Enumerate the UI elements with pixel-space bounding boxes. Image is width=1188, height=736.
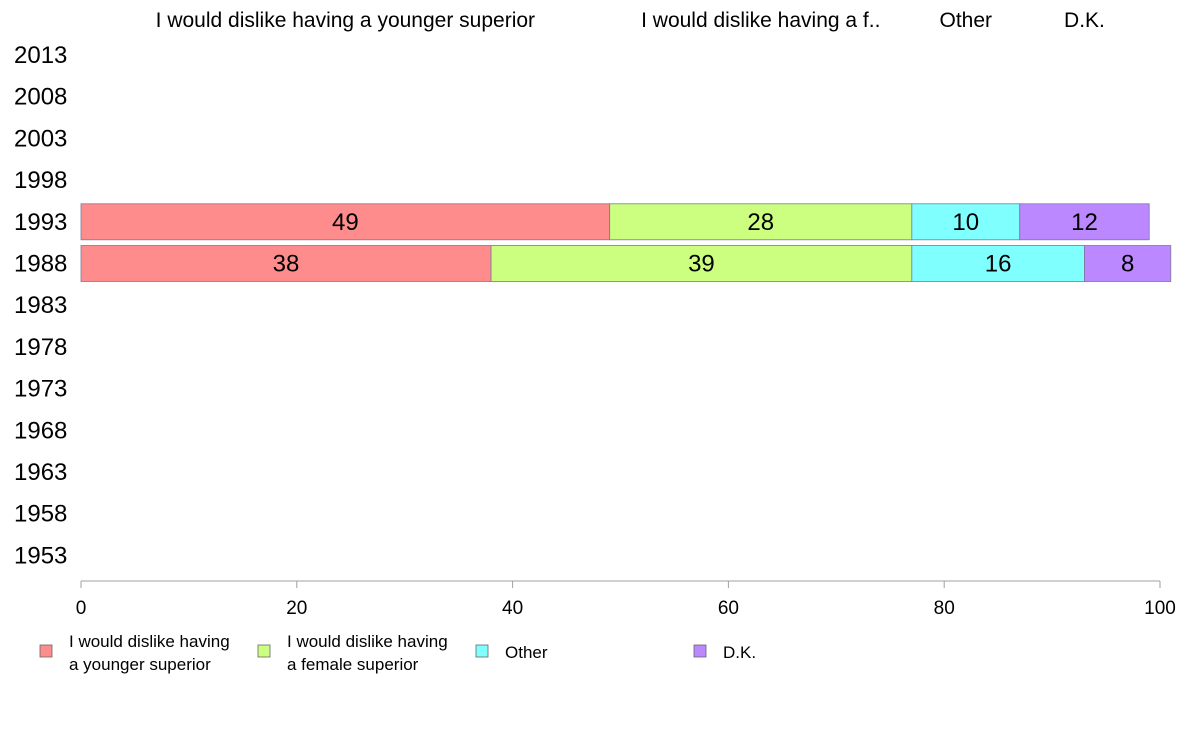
column-header-3: D.K. [1064,9,1105,32]
y-tick-label-1968: 1968 [14,417,67,444]
legend-swatch-1 [257,644,271,658]
legend-label-0: I would dislike having a younger superior [69,632,230,674]
y-tick-label-1973: 1973 [14,376,67,403]
column-headers: I would dislike having a younger superio… [156,9,1105,32]
bar-1988-series-3 [1084,245,1172,282]
data-label-1988-series-2: 16 [985,251,1012,278]
bar-1993-series-3 [1019,203,1150,241]
y-tick-label-2008: 2008 [14,84,67,111]
legend-label-1: I would dislike having a female superior [287,632,448,674]
x-tick-label-60: 60 [718,598,739,619]
bar-1988-series-0 [80,245,492,282]
bar-1993-series-2 [911,203,1021,241]
bar-1993-series-1 [609,203,913,241]
column-header-0: I would dislike having a younger superio… [156,9,535,32]
legend-swatch-3 [693,644,707,658]
y-tick-label-2003: 2003 [14,125,67,152]
legend-label-3: D.K. [723,643,756,662]
y-tick-label-1988: 1988 [14,251,67,278]
data-label-1993-series-2: 10 [952,209,979,236]
bars: 49 28 10 12 38 39 16 8 [80,203,1172,282]
data-label-1993-series-0: 49 [332,209,359,236]
legend-label-2: Other [505,643,548,662]
y-tick-label-1963: 1963 [14,459,67,486]
x-tick-label-100: 100 [1144,598,1176,619]
y-tick-label-1983: 1983 [14,292,67,319]
x-tick-label-0: 0 [76,598,87,619]
bar-1988-series-2 [911,245,1085,282]
data-label-1988-series-1: 39 [688,251,715,278]
data-label-1988-series-0: 38 [273,251,300,278]
legend-swatch-2 [475,644,489,658]
column-header-2: Other [940,9,993,32]
y-tick-label-1998: 1998 [14,167,67,194]
y-tick-label-1978: 1978 [14,334,67,361]
bar-1988-series-1 [490,245,913,282]
x-axis: 0 20 40 60 80 100 [76,580,1176,619]
legend: I would dislike having a younger superior… [39,632,756,674]
y-tick-label-1953: 1953 [14,542,67,569]
data-label-1988-series-3: 8 [1121,251,1134,278]
x-tick-label-40: 40 [502,598,523,619]
x-tick-label-80: 80 [934,598,955,619]
legend-swatch-0 [39,644,53,658]
data-label-1993-series-3: 12 [1071,209,1098,236]
y-axis-labels: 2013 2008 2003 1998 1993 1988 1983 1978 1973 1968… [14,42,67,569]
column-header-1: I would dislike having a f.. [641,9,880,32]
y-tick-label-1993: 1993 [14,209,67,236]
y-tick-label-1958: 1958 [14,501,67,528]
x-tick-label-20: 20 [286,598,307,619]
data-label-1993-series-1: 28 [747,209,774,236]
y-tick-label-2013: 2013 [14,42,67,69]
bar-1993-series-0 [80,203,611,241]
